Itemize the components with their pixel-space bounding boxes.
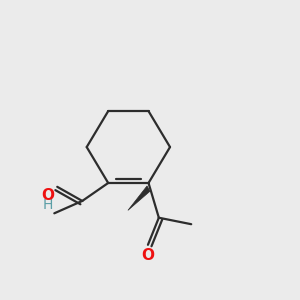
Text: O: O xyxy=(141,248,154,263)
Text: H: H xyxy=(43,198,53,212)
Polygon shape xyxy=(128,186,150,210)
Text: O: O xyxy=(41,188,54,203)
